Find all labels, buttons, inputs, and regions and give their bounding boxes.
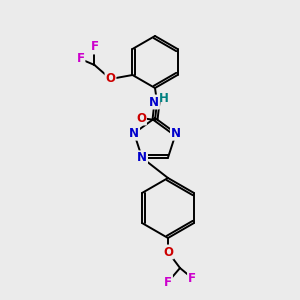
Text: N: N (137, 151, 147, 164)
Text: F: F (188, 272, 196, 284)
Text: F: F (91, 40, 98, 53)
Text: F: F (164, 275, 172, 289)
Text: O: O (106, 73, 116, 85)
Text: N: N (149, 95, 159, 109)
Text: N: N (171, 127, 181, 140)
Text: F: F (76, 52, 85, 65)
Text: N: N (129, 127, 139, 140)
Text: H: H (159, 92, 169, 106)
Text: O: O (136, 112, 146, 124)
Text: O: O (163, 245, 173, 259)
